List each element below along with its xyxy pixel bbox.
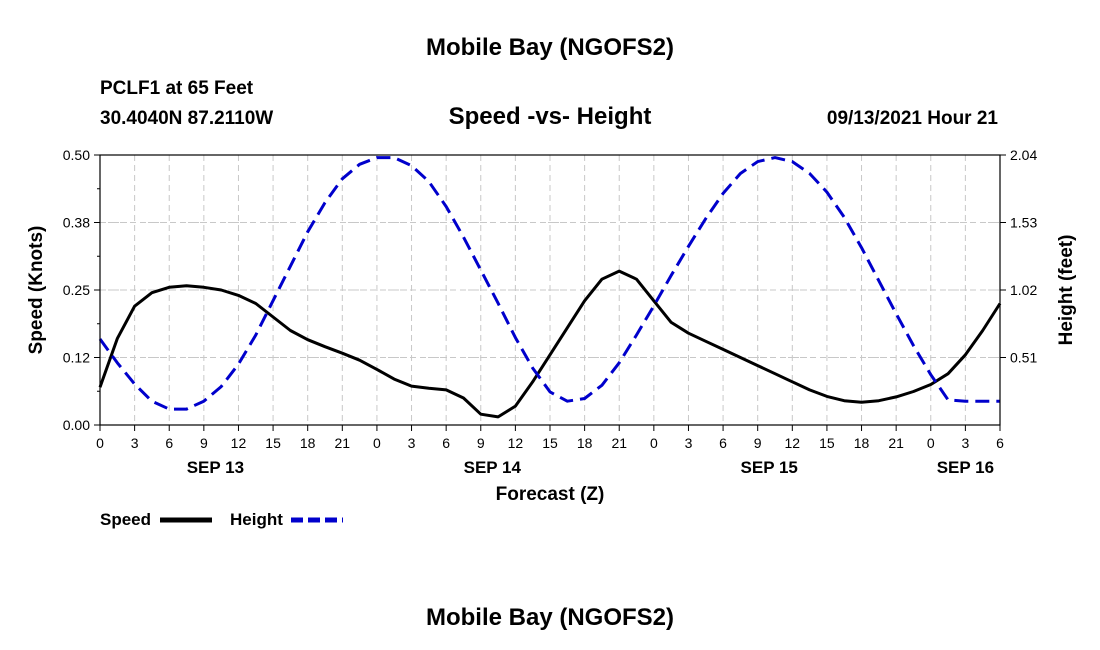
date-label: SEP 15 (741, 458, 798, 477)
date-label: SEP 13 (187, 458, 244, 477)
x-tick-label: 0 (650, 435, 658, 451)
chart-title: Speed -vs- Height (449, 103, 652, 130)
station-label: PCLF1 at 65 Feet (100, 78, 254, 99)
x-tick-label: 15 (265, 435, 281, 451)
x-tick-label: 12 (231, 435, 247, 451)
x-tick-label: 3 (408, 435, 416, 451)
x-tick-label: 3 (131, 435, 139, 451)
y-right-tick-label: 0.51 (1010, 350, 1037, 366)
y-right-tick-label: 1.53 (1010, 215, 1037, 231)
y-axis-ticks: 0.00 0.12 0.25 0.38 0.50 0.51 1.02 1.53 2.04 (63, 147, 1038, 433)
series-line-speed (98, 269, 1002, 419)
x-tick-label: 6 (165, 435, 173, 451)
x-tick-label: 9 (477, 435, 485, 451)
footer-title: Mobile Bay (NGOFS2) (426, 604, 674, 631)
x-tick-label: 0 (373, 435, 381, 451)
forecast-datetime: 09/13/2021 Hour 21 (827, 108, 999, 129)
y-left-tick-label: 0.00 (63, 417, 90, 433)
x-axis-ticks: 0 3 6 9 12 15 18 21 0 3 6 9 12 15 18 21 0 3 6 9 12 15 18 21 0 3 6S… (96, 425, 1004, 477)
date-label: SEP 16 (937, 458, 994, 477)
coordinates-label: 30.4040N 87.2110W (100, 108, 273, 129)
x-tick-label: 21 (888, 435, 904, 451)
x-axis-label: Forecast (Z) (496, 484, 605, 505)
x-tick-label: 0 (927, 435, 935, 451)
x-tick-label: 15 (819, 435, 835, 451)
y-axis-right-label: Height (feet) (1056, 235, 1077, 346)
x-tick-label: 15 (542, 435, 558, 451)
y-left-tick-label: 0.12 (63, 350, 90, 366)
x-tick-label: 9 (200, 435, 208, 451)
x-tick-label: 21 (611, 435, 627, 451)
page-title: Mobile Bay (NGOFS2) (426, 34, 674, 61)
x-tick-label: 9 (754, 435, 762, 451)
x-tick-label: 21 (335, 435, 351, 451)
x-tick-label: 3 (685, 435, 693, 451)
x-tick-label: 6 (996, 435, 1004, 451)
y-left-tick-label: 0.38 (63, 215, 90, 231)
legend-speed-label: Speed (100, 510, 151, 529)
grid-lines (100, 154, 1000, 425)
x-tick-label: 18 (577, 435, 593, 451)
date-label: SEP 14 (464, 458, 522, 477)
y-left-tick-label: 0.50 (63, 147, 90, 163)
legend-height-label: Height (230, 510, 283, 529)
plot-frame (99, 154, 1001, 426)
x-tick-label: 18 (300, 435, 316, 451)
y-right-tick-label: 1.02 (1010, 282, 1037, 298)
series-line-height (98, 156, 1000, 411)
x-tick-label: 6 (442, 435, 450, 451)
x-tick-label: 6 (719, 435, 727, 451)
x-tick-label: 12 (508, 435, 524, 451)
y-right-tick-label: 2.04 (1010, 147, 1037, 163)
y-axis-left-label: Speed (Knots) (26, 226, 47, 355)
x-tick-label: 3 (961, 435, 969, 451)
y-left-tick-label: 0.25 (63, 282, 90, 298)
series-lines (98, 156, 1002, 419)
x-tick-label: 18 (854, 435, 870, 451)
x-tick-label: 0 (96, 435, 104, 451)
x-tick-label: 12 (785, 435, 801, 451)
legend: Speed Height (100, 510, 343, 529)
